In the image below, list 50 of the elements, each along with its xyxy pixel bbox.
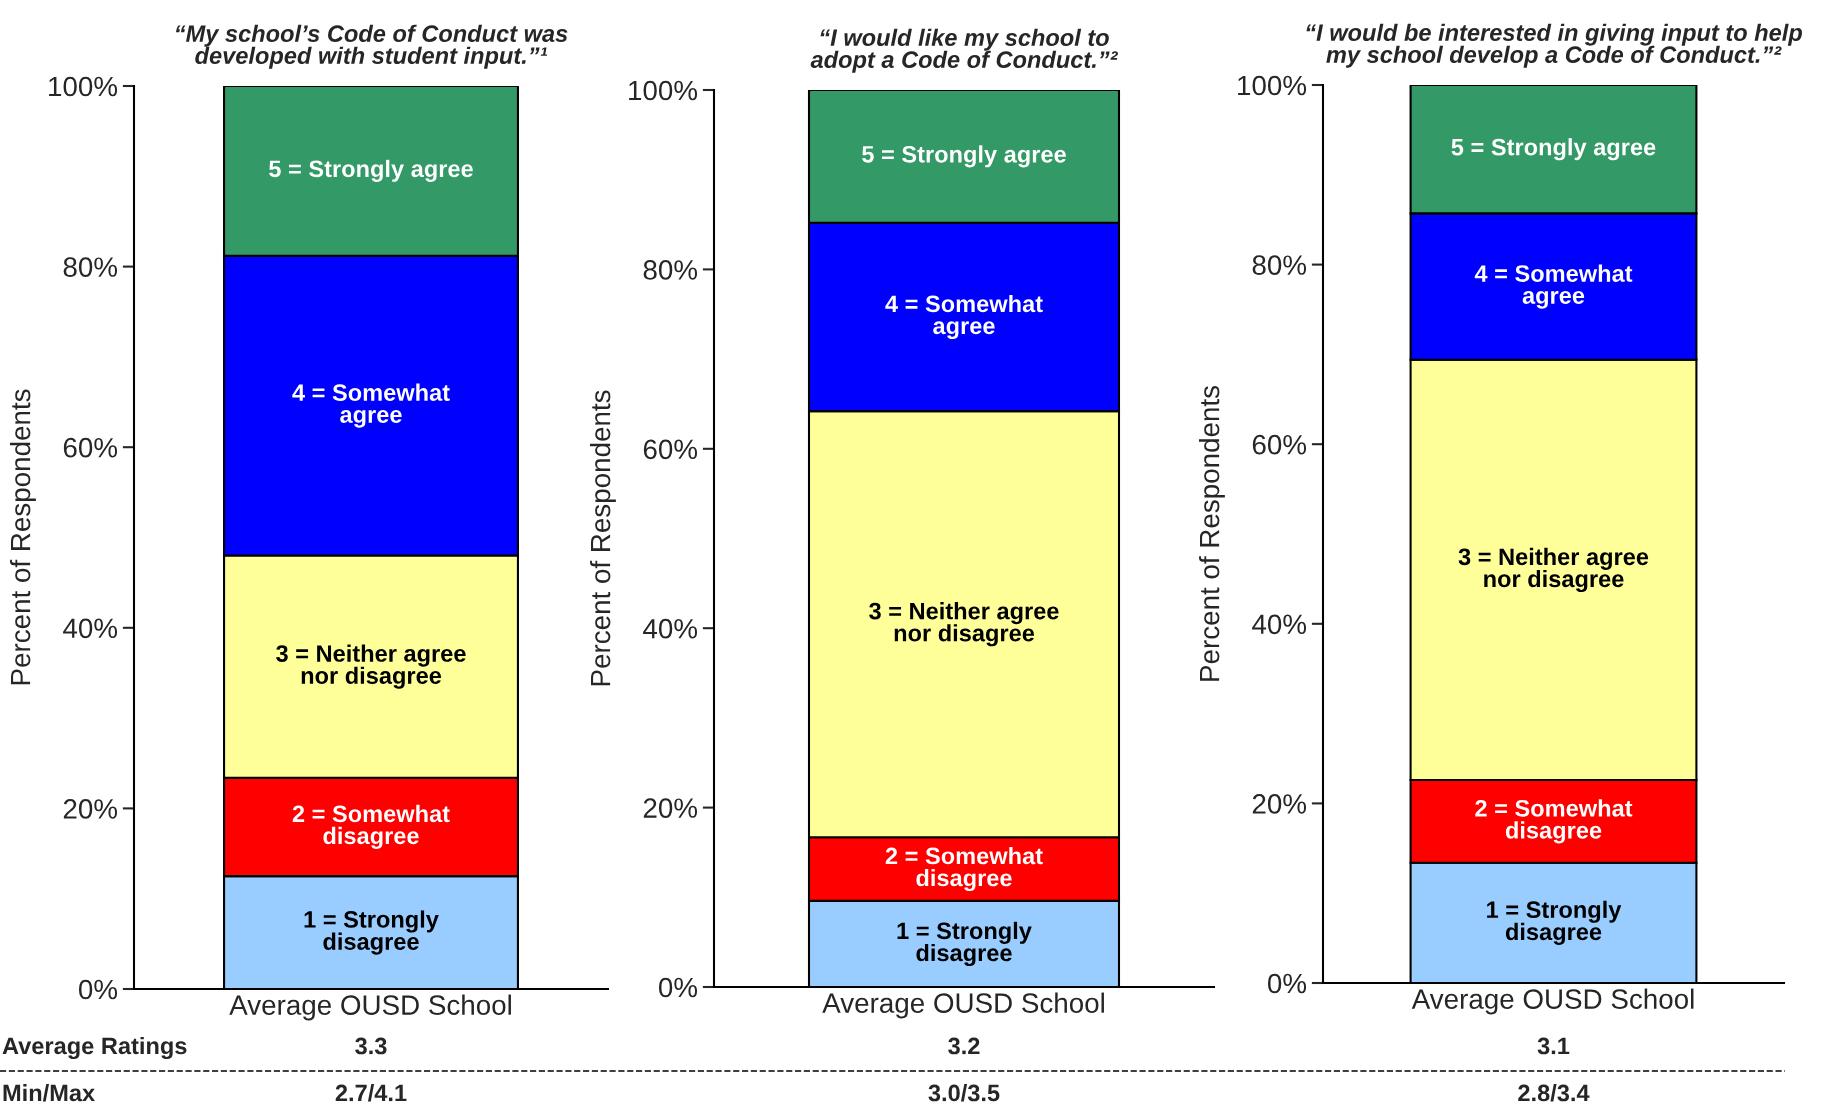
- series-label: 1 = Strongly disagree: [1487, 900, 1622, 945]
- series-label: 5 = Strongly agree: [269, 159, 473, 182]
- series-label: 2 = Somewhat disagree: [885, 846, 1043, 892]
- y-tick-label: 40%: [1252, 614, 1307, 635]
- series-label: 2 = Somewhat disagree: [1475, 799, 1633, 844]
- y-tick-label: 40%: [643, 618, 698, 639]
- text: 3.0/3.5: [928, 1083, 1000, 1102]
- x-tick-label: Average OUSD School: [229, 994, 511, 1021]
- x-tick-label: Average OUSD School: [822, 992, 1104, 1019]
- y-tick-label: 60%: [63, 437, 118, 458]
- text: Min/Max: [3, 1083, 95, 1102]
- y-tick-label: 100%: [49, 76, 118, 97]
- y-tick-label: 20%: [1252, 794, 1307, 814]
- series-label: 5 = Strongly agree: [862, 145, 1066, 168]
- series-label: 3 = Neither agree nor disagree: [276, 644, 466, 689]
- y-axis-title: Percent of Respondents: [1198, 385, 1225, 681]
- series-label: 4 = Somewhat agree: [292, 383, 450, 428]
- series-label: 2 = Somewhat disagree: [292, 804, 450, 849]
- y-axis-title: Percent of Respondents: [9, 389, 36, 685]
- y-tick-label: 100%: [1238, 75, 1307, 96]
- y-tick-label: 100%: [629, 80, 698, 101]
- series-label: 1 = Strongly disagree: [304, 910, 439, 955]
- y-tick-label: 0%: [658, 977, 698, 998]
- y-tick-label: 80%: [643, 260, 698, 280]
- y-tick-label: 80%: [63, 257, 118, 277]
- series-label: 1 = Strongly disagree: [897, 921, 1032, 967]
- text: 3.2: [948, 1037, 980, 1055]
- chart-title: “I would like my school to adopt a Code of Conduct.”²: [810, 28, 1118, 73]
- chart-title: “My school’s Code of Conduct was developed with student input.”¹: [175, 24, 568, 69]
- y-tick-label: 60%: [643, 439, 698, 460]
- y-tick-label: 80%: [1252, 255, 1307, 275]
- chart-title: “I would be interested in giving input to help my school develop a Code of Conduct.”²: [1306, 23, 1802, 68]
- y-tick-label: 40%: [63, 618, 118, 639]
- series-label: 4 = Somewhat agree: [885, 294, 1043, 339]
- y-axis-title: Percent of Respondents: [589, 390, 616, 686]
- series-label: 5 = Strongly agree: [1451, 138, 1656, 161]
- y-tick-label: 0%: [78, 979, 118, 1000]
- y-tick-label: 0%: [1267, 973, 1307, 994]
- text: Average Ratings: [2, 1036, 187, 1060]
- x-tick-label: Average OUSD School: [1411, 988, 1694, 1015]
- text: 3.3: [355, 1037, 387, 1055]
- series-label: 3 = Neither agree nor disagree: [869, 602, 1059, 647]
- text: 2.8/3.4: [1518, 1083, 1590, 1102]
- text: 2.7/4.1: [335, 1083, 407, 1102]
- y-tick-label: 60%: [1252, 434, 1307, 455]
- text: 3.1: [1537, 1037, 1570, 1055]
- y-tick-label: 20%: [643, 798, 698, 818]
- series-label: 3 = Neither agree nor disagree: [1458, 547, 1649, 593]
- series-label: 4 = Somewhat agree: [1474, 264, 1633, 309]
- y-tick-label: 20%: [63, 799, 118, 819]
